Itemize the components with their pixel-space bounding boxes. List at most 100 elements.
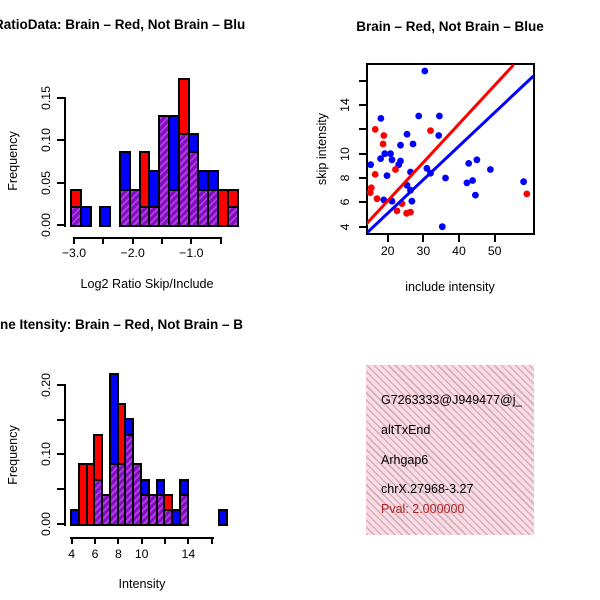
ratio-hist-x-axis <box>73 237 222 239</box>
ratio-hist-ylabel: Frequency <box>6 131 20 191</box>
scatter-point-blue <box>465 160 473 167</box>
x-tick-label: −1.0 <box>179 246 204 260</box>
axis-tick <box>57 224 64 226</box>
gene-name-text: Arhgap6 <box>381 453 429 467</box>
scatter-point-blue <box>436 112 443 120</box>
axis-tick <box>57 488 64 491</box>
scatter-point-red <box>407 208 414 216</box>
axis-tick <box>210 537 213 544</box>
scatter-point-red <box>371 171 379 178</box>
gene-info-box <box>366 365 534 535</box>
scatter-point-blue <box>383 172 391 179</box>
axis-tick <box>359 128 366 131</box>
x-tick-label: −3.0 <box>61 246 87 260</box>
scatter-point-blue <box>438 223 446 231</box>
axis-tick <box>94 537 97 544</box>
scatter-plot-svg <box>367 64 535 234</box>
scatter-point-blue <box>469 177 476 184</box>
hist-bar-blue <box>217 508 228 526</box>
scatter-point-red <box>380 132 388 139</box>
scatter-point-blue <box>463 179 471 187</box>
scatter-point-blue <box>377 115 385 122</box>
ratio-hist-xlabel: Log2 Ratio Skip/Include <box>80 277 214 291</box>
axis-tick <box>160 237 163 244</box>
scatter-ylabel: skip intensity <box>315 112 329 186</box>
intensity-hist-title-clip: ne Itensity: Brain – Red, Not Brain – B <box>0 317 299 337</box>
scatter-point-blue <box>381 150 389 158</box>
scatter-point-blue <box>472 191 479 199</box>
axis-tick <box>57 523 64 525</box>
scatter-point-blue <box>423 164 431 172</box>
axis-tick <box>219 237 222 244</box>
axis-tick <box>458 235 461 242</box>
scatter-point-red <box>427 127 434 134</box>
y-tick-label: 14 <box>338 98 352 112</box>
axis-tick <box>117 537 120 544</box>
x-tick-label: 50 <box>487 244 502 258</box>
y-tick-label: 0.20 <box>39 372 53 397</box>
scatter-point-red <box>373 195 381 203</box>
axis-tick <box>187 537 190 544</box>
pval-text: Pval: 2.000000 <box>381 502 465 516</box>
axis-tick <box>422 235 425 242</box>
axis-tick <box>73 237 75 244</box>
axis-tick <box>102 237 105 244</box>
axis-tick <box>190 237 193 244</box>
scatter-point-blue <box>403 130 411 138</box>
intensity-hist-ylabel: Frequency <box>6 425 20 485</box>
scatter-xlabel: include intensity <box>405 280 495 294</box>
scatter-title: Brain – Red, Not Brain – Blue <box>356 19 544 34</box>
intensity-hist-y-axis <box>64 384 66 526</box>
x-tick-label: 20 <box>380 244 395 258</box>
axis-tick <box>359 79 366 82</box>
scatter-point-blue <box>377 155 384 162</box>
y-tick-label: 0.10 <box>39 442 53 467</box>
scatter-point-blue <box>442 174 449 182</box>
ratio-hist-y-axis <box>64 97 66 227</box>
axis-tick <box>359 104 366 107</box>
scatter-point-blue <box>367 161 374 169</box>
scatter-point-blue <box>415 112 423 120</box>
x-tick-label: 6 <box>91 547 99 561</box>
scatter-point-red <box>371 126 379 133</box>
axis-tick <box>57 139 64 142</box>
axis-tick <box>359 225 366 228</box>
scatter-point-blue <box>408 197 416 205</box>
axis-tick <box>131 237 134 244</box>
x-tick-label: 30 <box>416 244 431 258</box>
axis-tick <box>359 152 366 155</box>
scatter-point-blue <box>520 178 527 186</box>
scatter-point-blue <box>388 156 396 164</box>
axis-tick <box>57 418 64 421</box>
x-tick-label: 14 <box>181 547 196 561</box>
scatter-point-red <box>392 166 399 173</box>
scatter-point-red <box>523 190 531 198</box>
axis-tick <box>359 201 366 204</box>
axis-tick <box>493 235 496 242</box>
axis-tick <box>70 537 73 544</box>
scatter-point-blue <box>421 67 429 75</box>
x-tick-label: 4 <box>68 547 76 561</box>
x-tick-label: −2.0 <box>120 246 145 260</box>
axis-tick <box>57 383 64 386</box>
scatter-point-blue <box>435 132 443 139</box>
hist-bar-overlap <box>226 206 239 227</box>
axis-tick <box>359 177 366 180</box>
axis-tick <box>57 97 64 100</box>
y-tick-label: 0.00 <box>39 512 53 536</box>
axis-tick <box>164 537 167 544</box>
intensity-hist-xlabel: Intensity <box>118 577 166 591</box>
fit-red-line <box>367 64 515 226</box>
scatter-point-blue <box>395 161 403 169</box>
hist-bar-blue <box>79 206 92 227</box>
scatter-point-red <box>379 140 387 148</box>
scatter-point-blue <box>473 156 481 164</box>
x-tick-label: 40 <box>452 244 466 258</box>
scatter-point-blue <box>487 166 494 173</box>
ratio-hist-title: RatioData: Brain – Red, Not Brain – Blu <box>0 17 246 32</box>
scatter-point-blue <box>397 141 404 149</box>
fit-blue-line <box>367 74 535 234</box>
intensity-hist-title: ne Itensity: Brain – Red, Not Brain – B <box>0 317 244 332</box>
scatter-point-red <box>367 189 374 196</box>
